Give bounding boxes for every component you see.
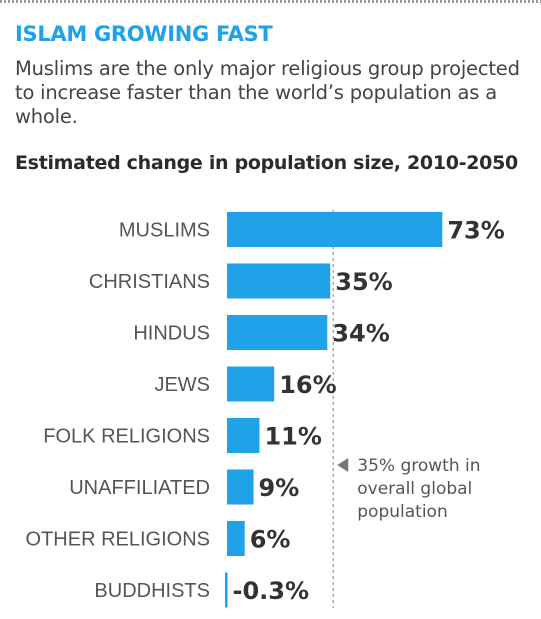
bar-buddhists (225, 572, 228, 608)
category-label: OTHER RELIGIONS (26, 529, 210, 551)
chart-subtitle: Muslims are the only major religious gro… (15, 57, 520, 128)
category-label: JEWS (154, 374, 210, 396)
category-label: CHRISTIANS (89, 271, 210, 293)
category-label: FOLK RELIGIONS (43, 426, 210, 448)
bar-jews (227, 366, 275, 402)
category-label: UNAFFILIATED (69, 477, 210, 499)
bar-muslims (227, 212, 443, 247)
value-label: -0.3% (233, 577, 310, 605)
value-label: 34% (332, 320, 389, 348)
top-dotted-rule (0, 0, 541, 3)
reference-annotation: 35% growth in overall global population (357, 456, 480, 522)
category-label: BUDDHISTS (94, 580, 210, 602)
value-label: 9% (259, 474, 300, 502)
value-label: 11% (264, 423, 321, 451)
annotation-arrow-icon (337, 458, 349, 472)
bar-folk-religions (227, 418, 260, 453)
value-label: 35% (335, 268, 392, 296)
value-label: 6% (250, 526, 291, 554)
bar-unaffiliated (227, 469, 254, 505)
chart-heading: Estimated change in population size, 201… (15, 152, 518, 174)
bar-hindus (227, 315, 328, 350)
chart-title: ISLAM GROWING FAST (15, 22, 273, 46)
value-label: 16% (279, 371, 336, 399)
category-label: MUSLIMS (119, 220, 210, 242)
value-label: 73% (447, 217, 504, 245)
bar-christians (227, 263, 331, 299)
category-label: HINDUS (133, 323, 210, 345)
bar-other-religions (227, 521, 245, 556)
